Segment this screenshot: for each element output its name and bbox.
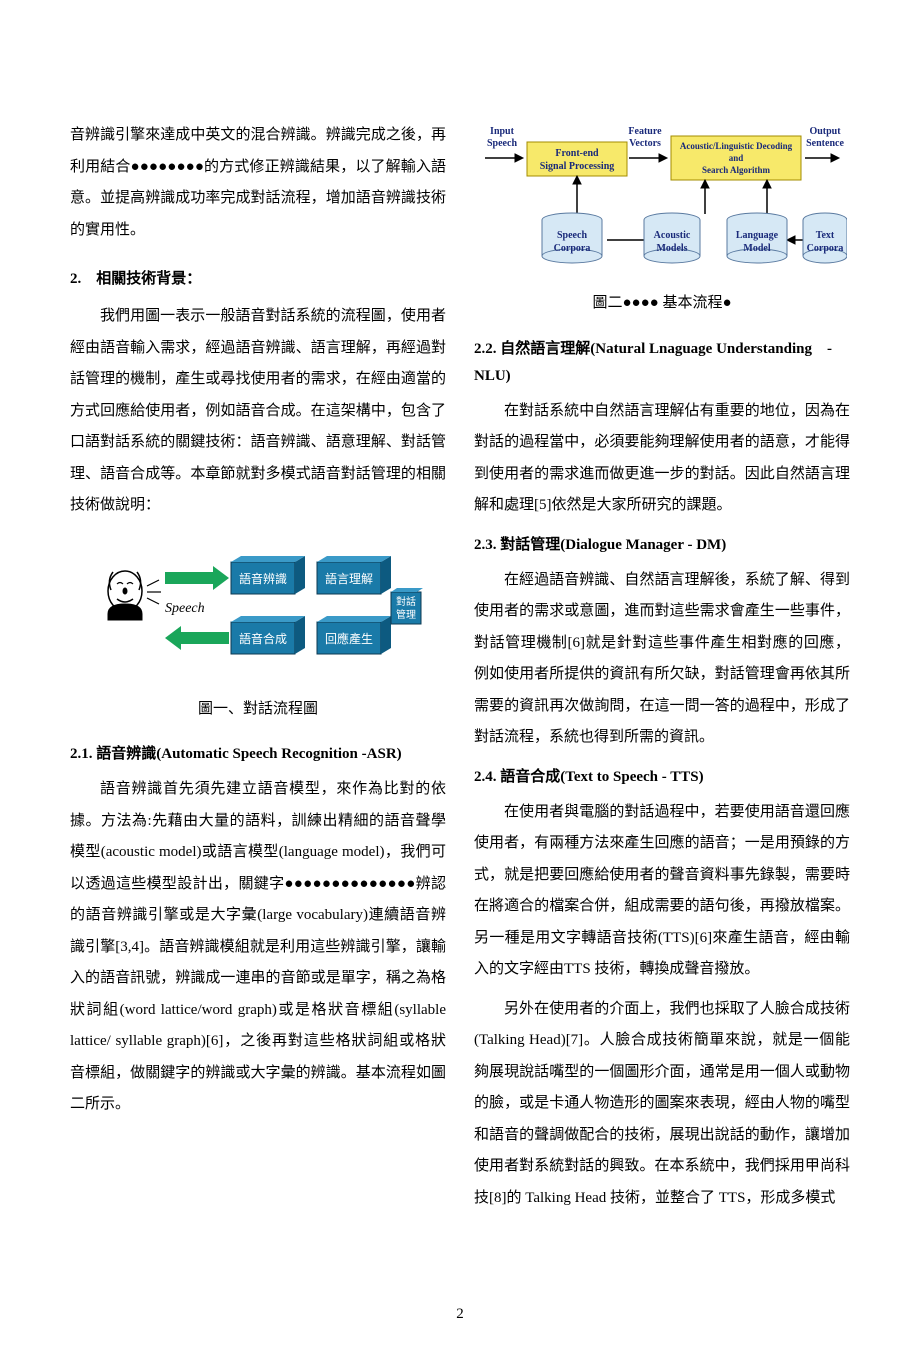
box-dm: 對話 管理 xyxy=(391,588,423,624)
arrow-top-right xyxy=(165,566,229,590)
section-2-3-paragraph: 在經過語音辨識、自然語言理解後，系統了解、得到使用者的需求或意圖，進而對這些需求… xyxy=(474,565,850,754)
svg-text:Sentence: Sentence xyxy=(806,138,844,149)
section-2-4-paragraph-2: 另外在使用者的介面上，我們也採取了人臉合成技術(Talking Head)[7]… xyxy=(474,994,850,1215)
svg-text:Language: Language xyxy=(736,230,779,241)
section-2-title: 2. 相關技術背景： xyxy=(70,266,446,293)
speaker-icon xyxy=(108,571,161,620)
figure-1: Speech 語音辨識 xyxy=(70,536,446,686)
section-2-2-paragraph: 在對話系統中自然語言理解佔有重要的地位，因為在對話的過程當中，必須要能夠理解使用… xyxy=(474,396,850,522)
section-2-4-paragraph-1: 在使用者與電腦的對話過程中，若要使用語音還回應使用者，有兩種方法來產生回應的語音… xyxy=(474,797,850,986)
svg-text:Speech: Speech xyxy=(557,230,587,241)
cyl-text-corpora: Text Corpora xyxy=(803,213,847,263)
cyl-language-model: Language Model xyxy=(727,213,787,263)
box-nlu: 語言理解 xyxy=(317,556,391,594)
svg-text:Text: Text xyxy=(816,230,835,241)
svg-text:Signal Processing: Signal Processing xyxy=(540,161,615,172)
svg-text:Input: Input xyxy=(490,126,515,137)
page-number: 2 xyxy=(0,1299,920,1331)
intro-paragraph: 音辨識引擎來達成中英文的混合辨識。辨識完成之後，再利用結合●●●●●●●●的方式… xyxy=(70,120,446,246)
svg-text:Corpora: Corpora xyxy=(807,243,844,254)
figure-2: Input Speech Feature Vectors Output Sent… xyxy=(474,120,850,280)
svg-text:Feature: Feature xyxy=(628,126,662,137)
svg-text:Models: Models xyxy=(656,243,687,254)
svg-text:Vectors: Vectors xyxy=(629,138,661,149)
svg-text:管理: 管理 xyxy=(396,608,416,621)
section-2-1-title: 2.1. 語音辨識(Automatic Speech Recognition -… xyxy=(70,741,446,768)
svg-text:回應產生: 回應產生 xyxy=(325,631,373,646)
speech-label: Speech xyxy=(165,601,205,616)
svg-text:Search Algorithm: Search Algorithm xyxy=(702,165,771,175)
svg-text:Acoustic: Acoustic xyxy=(654,230,691,241)
svg-text:and: and xyxy=(729,153,744,163)
box-tts: 語音合成 xyxy=(231,616,305,654)
svg-text:Corpora: Corpora xyxy=(554,243,591,254)
box-frontend: Front-end Signal Processing xyxy=(527,142,627,176)
svg-text:Front-end: Front-end xyxy=(555,148,599,159)
section-2-2-title: 2.2. 自然語言理解(Natural Lnaguage Understandi… xyxy=(474,336,850,390)
cyl-acoustic-models: Acoustic Models xyxy=(644,213,700,263)
svg-text:語言理解: 語言理解 xyxy=(325,571,373,586)
cyl-speech-corpora: Speech Corpora xyxy=(542,213,602,263)
svg-text:Acoustic/Linguistic Decoding: Acoustic/Linguistic Decoding xyxy=(680,141,793,151)
svg-text:對話: 對話 xyxy=(396,595,416,608)
svg-text:Output: Output xyxy=(809,126,841,137)
arrow-bottom-left xyxy=(165,626,229,650)
svg-text:語音辨識: 語音辨識 xyxy=(239,571,287,586)
figure-2-caption: 圖二●●●● 基本流程● xyxy=(474,288,850,320)
figure-1-caption: 圖一、對話流程圖 xyxy=(70,694,446,726)
svg-text:Speech: Speech xyxy=(487,138,517,149)
section-2-4-title: 2.4. 語音合成(Text to Speech - TTS) xyxy=(474,764,850,791)
section-2-1-paragraph: 語音辨識首先須先建立語音模型，來作為比對的依據。方法為:先藉由大量的語料，訓練出… xyxy=(70,774,446,1121)
box-asr: 語音辨識 xyxy=(231,556,305,594)
svg-text:語音合成: 語音合成 xyxy=(239,631,287,646)
box-decoding: Acoustic/Linguistic Decoding and Search … xyxy=(671,136,801,180)
section-2-paragraph: 我們用圖一表示一般語音對話系統的流程圖，使用者經由語音輸入需求，經過語音辨識、語… xyxy=(70,301,446,522)
section-2-3-title: 2.3. 對話管理(Dialogue Manager - DM) xyxy=(474,532,850,559)
box-response: 回應產生 xyxy=(317,616,391,654)
svg-text:Model: Model xyxy=(743,243,770,254)
